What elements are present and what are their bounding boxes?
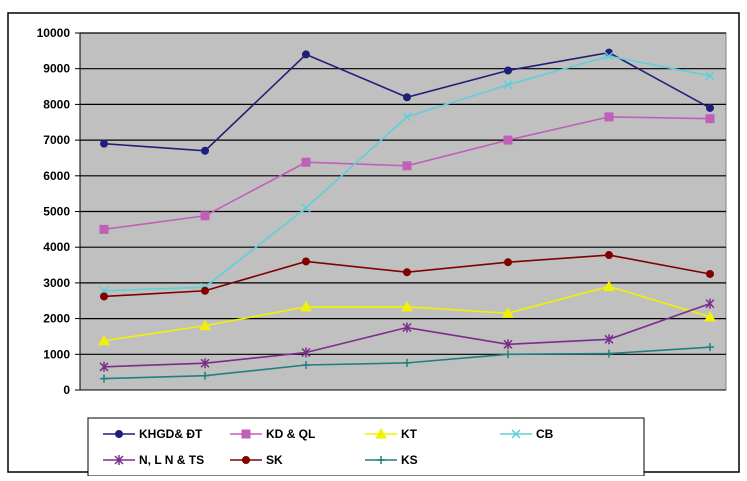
legend-item: KT — [365, 427, 418, 441]
y-tick-label: 1000 — [43, 347, 70, 361]
legend-label: KS — [401, 453, 418, 467]
data-point — [504, 66, 512, 75]
data-point — [503, 80, 513, 90]
y-tick-label: 7000 — [43, 133, 70, 147]
legend: KHGD& ĐT KD & QL KT CB N, L N & TS SK KS — [103, 427, 554, 467]
data-point — [604, 112, 614, 122]
data-point — [200, 358, 210, 369]
legend-item: CB — [500, 427, 554, 441]
data-point — [201, 146, 209, 155]
y-tick-label: 3000 — [43, 276, 70, 290]
data-point — [403, 358, 411, 367]
data-point — [302, 361, 310, 370]
data-point — [503, 339, 513, 350]
y-tick-label: 9000 — [43, 62, 70, 76]
y-tick-label: 2000 — [43, 312, 70, 326]
data-point — [402, 112, 412, 122]
series-0 — [100, 48, 714, 155]
legend-marker — [511, 429, 521, 439]
legend-box — [87, 417, 645, 477]
data-point — [100, 139, 108, 148]
legend-item: SK — [230, 453, 283, 467]
data-point — [605, 349, 613, 358]
data-point — [402, 161, 412, 171]
data-point — [199, 319, 211, 331]
series-layer — [98, 48, 716, 383]
legend-label: CB — [536, 427, 554, 441]
data-point — [605, 251, 613, 260]
y-tick-label: 4000 — [43, 240, 70, 254]
legend-marker — [241, 429, 251, 439]
data-point — [705, 114, 715, 124]
data-point — [99, 361, 109, 372]
data-point — [401, 300, 413, 312]
data-point — [302, 50, 310, 59]
data-point — [301, 157, 311, 167]
data-point — [605, 48, 613, 57]
legend-label: KT — [401, 427, 418, 441]
data-point — [504, 258, 512, 267]
data-point — [300, 300, 312, 312]
data-point — [98, 334, 110, 346]
series-2 — [98, 280, 716, 346]
y-tick-label: 6000 — [43, 169, 70, 183]
legend-marker — [375, 427, 387, 439]
series-1 — [99, 112, 715, 234]
data-point — [604, 51, 614, 61]
data-point — [100, 292, 108, 301]
data-point — [301, 203, 311, 213]
data-point — [99, 286, 109, 296]
data-point — [503, 135, 513, 145]
data-point — [704, 310, 716, 322]
data-point — [502, 307, 514, 318]
data-point — [201, 286, 209, 295]
legend-item: N, L N & TS — [103, 453, 204, 467]
data-point — [604, 334, 614, 345]
data-point — [706, 103, 714, 112]
legend-label: KD & QL — [266, 427, 315, 441]
data-point — [706, 343, 714, 352]
legend-marker — [377, 456, 385, 464]
legend-label: KHGD& ĐT — [139, 427, 203, 441]
data-point — [301, 347, 311, 358]
gridlines — [80, 32, 726, 355]
y-axis: 0 1000 2000 3000 4000 5000 6000 7000 8000 9000 100… — [37, 26, 726, 397]
legend-marker — [242, 456, 250, 464]
series-6 — [100, 343, 714, 383]
data-point — [705, 298, 715, 309]
legend-marker — [114, 455, 124, 465]
data-point — [706, 269, 714, 278]
series-5 — [100, 251, 714, 301]
y-tick-label: 10000 — [37, 26, 71, 40]
legend-label: N, L N & TS — [139, 453, 204, 467]
y-tick-label: 8000 — [43, 97, 70, 111]
data-point — [302, 257, 310, 266]
data-point — [100, 374, 108, 383]
legend-item: KHGD& ĐT — [103, 427, 203, 441]
data-point — [201, 371, 209, 380]
data-point — [403, 268, 411, 277]
legend-item: KD & QL — [230, 427, 315, 441]
data-point — [99, 224, 109, 234]
data-point — [200, 211, 210, 221]
data-point — [603, 280, 615, 291]
data-point — [402, 322, 412, 333]
data-point — [403, 93, 411, 102]
y-tick-label: 5000 — [43, 205, 70, 219]
legend-item: KS — [365, 453, 418, 467]
data-point — [504, 350, 512, 359]
data-point — [705, 71, 715, 81]
series-4 — [99, 298, 715, 372]
y-tick-label: 0 — [63, 383, 70, 397]
legend-label: SK — [266, 453, 283, 467]
legend-marker — [115, 430, 123, 438]
